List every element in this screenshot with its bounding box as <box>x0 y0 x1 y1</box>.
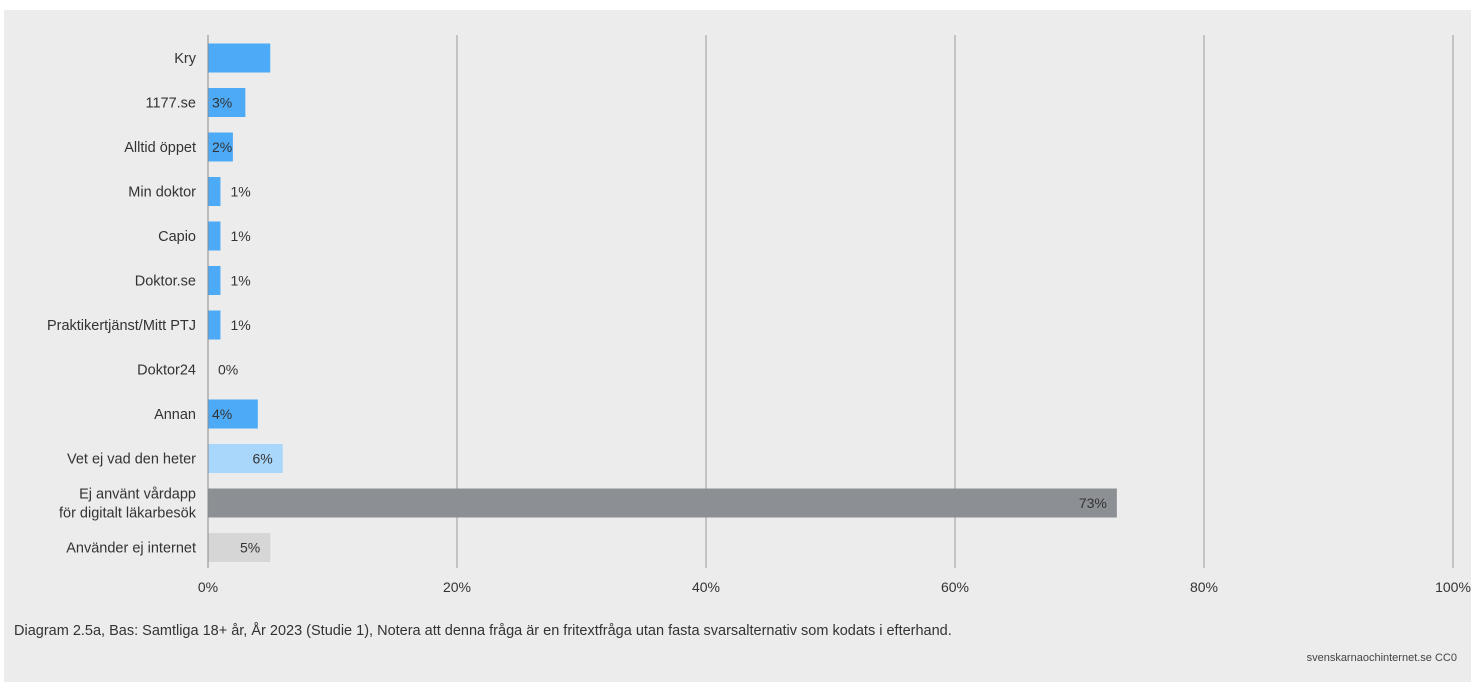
data-label: 0% <box>218 362 238 378</box>
category-label: Min doktor <box>128 185 196 201</box>
category-label: Ej använt vårdapp <box>79 487 196 503</box>
bar <box>208 221 221 251</box>
x-tick-label: 80% <box>1190 579 1218 595</box>
category-label: för digitalt läkarbesök <box>59 506 197 522</box>
data-label: 3% <box>212 95 232 111</box>
data-label: 1% <box>230 317 250 333</box>
x-tick-label: 100% <box>1435 579 1471 595</box>
category-label: Doktor24 <box>137 363 196 379</box>
x-tick-label: 0% <box>198 579 218 595</box>
data-label: 1% <box>230 273 250 289</box>
category-label: Använder ej internet <box>66 541 196 557</box>
x-tick-label: 20% <box>443 579 471 595</box>
bar <box>208 444 283 473</box>
category-label: Vet ej vad den heter <box>67 452 196 468</box>
bar <box>208 310 221 340</box>
x-tick-label: 40% <box>692 579 720 595</box>
data-label: 1% <box>230 184 250 200</box>
bar <box>208 177 221 206</box>
bar-chart: 0% 20% 40% 60% 80% 100% Kry 1177.se 3% Alltid öpp… <box>47 35 1471 595</box>
category-label: Annan <box>154 407 196 423</box>
bar <box>208 488 1117 518</box>
bar <box>208 132 233 162</box>
bar <box>208 43 271 73</box>
data-label: 5% <box>240 540 260 556</box>
category-label: Doktor.se <box>135 274 196 290</box>
data-label: 2% <box>212 139 232 155</box>
data-label: 1% <box>230 228 250 244</box>
x-tick-label: 60% <box>941 579 969 595</box>
data-label: 73% <box>1079 495 1107 511</box>
bar <box>208 266 221 295</box>
source-credit: svenskarnaochinternet.se CC0 <box>1306 652 1457 664</box>
category-label: 1177.se <box>145 96 196 112</box>
category-label: Alltid öppet <box>124 140 196 156</box>
bar <box>208 88 246 117</box>
category-label: Capio <box>158 229 196 245</box>
chart-caption: Diagram 2.5a, Bas: Samtliga 18+ år, År 2… <box>14 623 952 639</box>
bar <box>208 533 271 562</box>
chart-panel: 0% 20% 40% 60% 80% 100% Kry 1177.se 3% Alltid öpp… <box>4 10 1471 682</box>
data-label: 6% <box>252 451 272 467</box>
bar <box>208 399 258 429</box>
data-label: 4% <box>212 406 232 422</box>
category-label: Praktikertjänst/Mitt PTJ <box>47 318 196 334</box>
category-label: Kry <box>174 51 197 67</box>
